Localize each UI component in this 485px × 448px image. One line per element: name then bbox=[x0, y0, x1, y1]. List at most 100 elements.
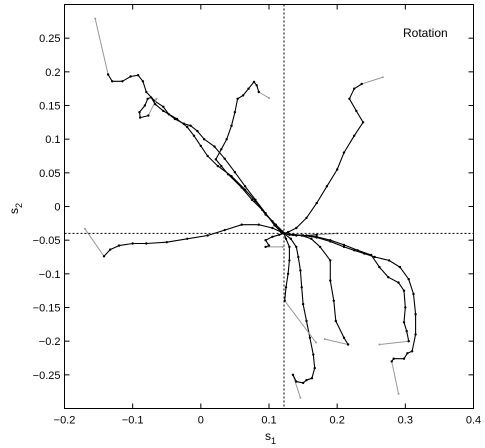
trajectory-point-11-14 bbox=[295, 245, 298, 249]
trajectory-point-6-1 bbox=[264, 245, 267, 249]
trajectory-point-2-10 bbox=[186, 125, 189, 129]
trajectory-point-5-3 bbox=[117, 244, 121, 247]
trajectory-point-3-9 bbox=[225, 138, 228, 141]
trajectory-line-10 bbox=[283, 232, 349, 345]
trajectory-line-4 bbox=[283, 83, 364, 234]
trajectory-point-10-10 bbox=[291, 233, 295, 236]
trajectory-point-3-14 bbox=[240, 186, 243, 189]
trajectory-point-1-4 bbox=[129, 75, 132, 78]
trajectory-point-5-4 bbox=[131, 242, 134, 245]
trajectory-point-4-6 bbox=[353, 134, 356, 137]
trajectory-point-1-1 bbox=[106, 73, 110, 76]
trajectory-point-2-5 bbox=[146, 97, 149, 101]
trajectory-point-2-2 bbox=[139, 116, 142, 119]
trajectory-point-1-17 bbox=[223, 157, 226, 160]
lead-in-point-8-1 bbox=[397, 392, 400, 395]
trajectory-point-4-7 bbox=[342, 151, 346, 154]
trajectory-point-3-4 bbox=[247, 87, 250, 90]
trajectory-point-11-3 bbox=[301, 381, 305, 385]
trajectory-point-10-8 bbox=[310, 237, 313, 240]
trajectory-line-9 bbox=[283, 232, 410, 342]
trajectory-point-6-3 bbox=[264, 239, 267, 242]
reference-lines bbox=[64, 4, 474, 409]
trajectory-point-2-14 bbox=[216, 164, 220, 168]
x-tick-label: −0.1 bbox=[122, 415, 144, 427]
lead-in-point-9-1 bbox=[378, 343, 381, 346]
trajectory-point-11-2 bbox=[295, 380, 298, 383]
trajectory-point-2-1 bbox=[147, 114, 150, 117]
y-tick-label: 0 bbox=[54, 202, 60, 214]
trajectory-point-12-3 bbox=[286, 272, 290, 275]
lead-in-line-3 bbox=[258, 91, 270, 99]
trajectory-point-4-11 bbox=[305, 216, 308, 220]
trajectory-point-3-18 bbox=[278, 227, 281, 230]
trajectory-point-9-10 bbox=[356, 249, 359, 252]
y-tick-label: −0.15 bbox=[33, 303, 61, 315]
trajectory-point-10-5 bbox=[329, 279, 332, 282]
trajectory-point-1-16 bbox=[213, 145, 216, 148]
y-tick-label: 0.05 bbox=[39, 168, 60, 180]
lead-in-point-12-1 bbox=[315, 341, 317, 344]
trajectory-point-3-13 bbox=[226, 173, 230, 176]
trajectory-point-9-12 bbox=[329, 239, 332, 242]
trajectory-point-2-12 bbox=[199, 144, 202, 148]
lead-in-line-5 bbox=[84, 228, 105, 257]
trajectory-point-12-6 bbox=[284, 237, 288, 240]
trajectory-point-5-10 bbox=[240, 223, 243, 226]
x-tick-label: 0.3 bbox=[398, 415, 413, 427]
trajectory-point-4-9 bbox=[325, 185, 329, 188]
trajectory-point-10-4 bbox=[332, 299, 335, 302]
y-tick-label: 0.2 bbox=[45, 67, 60, 79]
lead-in-point-1-1 bbox=[94, 17, 97, 20]
trajectory-point-8-15 bbox=[342, 245, 346, 249]
y-tick-label: −0.05 bbox=[33, 235, 61, 247]
x-tick-label: 0.1 bbox=[261, 415, 276, 427]
trajectory-point-8-2 bbox=[392, 357, 395, 360]
trajectory-point-3-2 bbox=[255, 84, 258, 87]
trajectory-point-11-7 bbox=[312, 353, 315, 356]
trajectory-point-11-6 bbox=[313, 366, 316, 370]
trajectory-point-5-6 bbox=[165, 241, 168, 244]
trajectory-point-9-6 bbox=[397, 281, 400, 284]
trajectory-point-9-9 bbox=[370, 253, 373, 257]
lead-in-line-11 bbox=[292, 374, 301, 398]
trajectory-point-3-6 bbox=[236, 97, 239, 101]
y-tick-label: −0.1 bbox=[39, 269, 61, 281]
trajectory-point-2-7 bbox=[154, 103, 157, 106]
trajectory-point-2-13 bbox=[206, 154, 209, 158]
trajectory-point-1-9 bbox=[162, 105, 165, 109]
trajectory-point-5-11 bbox=[257, 223, 260, 226]
trajectory-point-5-8 bbox=[206, 234, 209, 237]
trajectory-point-1-19 bbox=[243, 185, 247, 188]
trajectory-point-5-12 bbox=[271, 226, 274, 230]
trajectory-point-11-8 bbox=[308, 336, 312, 339]
trajectory-point-1-15 bbox=[203, 138, 206, 141]
trajectory-point-12-2 bbox=[284, 286, 288, 289]
trajectory-point-3-10 bbox=[220, 148, 223, 151]
trajectory-point-8-8 bbox=[412, 292, 415, 296]
y-tick-label: −0.2 bbox=[39, 336, 61, 348]
trajectory-point-3-16 bbox=[261, 208, 264, 212]
trajectory-point-2-4 bbox=[143, 104, 147, 107]
trajectory-point-7-1 bbox=[315, 233, 318, 236]
trajectory-point-5-2 bbox=[109, 248, 112, 251]
trajectory-line-1 bbox=[107, 74, 285, 234]
trajectory-point-10-3 bbox=[334, 319, 337, 323]
trajectory-point-1-6 bbox=[141, 80, 145, 83]
x-tick-label: −0.2 bbox=[54, 415, 76, 427]
lead-in-line-9 bbox=[379, 340, 409, 345]
lead-in-line-2 bbox=[147, 98, 157, 116]
axis-ticks: −0.2 −0.1 0 0.1 0.2 0.3 0.4 −0.25 −0.2 −0.15 −0.1 −… bbox=[33, 4, 481, 427]
trajectory-point-5-13 bbox=[280, 230, 283, 234]
trajectory-point-11-15 bbox=[289, 237, 292, 240]
trajectory-point-4-13 bbox=[286, 230, 290, 234]
trajectory-point-9-8 bbox=[378, 265, 381, 269]
y-tick-label: −0.25 bbox=[33, 370, 61, 382]
trajectory-point-2-6 bbox=[149, 96, 153, 99]
x-tick-label: 0 bbox=[198, 415, 204, 427]
trajectory-point-5-7 bbox=[186, 237, 189, 240]
trajectory-point-3-1 bbox=[257, 90, 260, 94]
trajectory-point-10-6 bbox=[329, 259, 332, 262]
trajectory-point-9-4 bbox=[404, 306, 407, 309]
